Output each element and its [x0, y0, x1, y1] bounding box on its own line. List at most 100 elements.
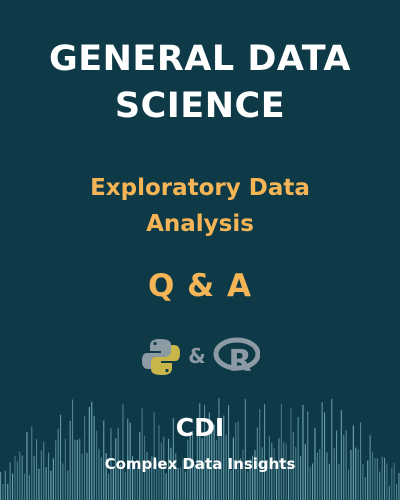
waveform-bar — [16, 461, 18, 500]
waveform-bar — [148, 469, 150, 500]
waveform-bar — [328, 463, 330, 500]
waveform-bar — [76, 439, 78, 500]
waveform-bar — [381, 457, 383, 500]
waveform-bar — [396, 484, 398, 500]
waveform-bar — [314, 428, 316, 500]
waveform-bar — [182, 459, 184, 500]
waveform-decoration — [0, 370, 400, 500]
waveform-bar — [144, 435, 146, 500]
waveform-bar — [206, 435, 208, 500]
waveform-bar — [379, 471, 381, 500]
waveform-bar — [208, 412, 210, 500]
waveform-bar — [62, 463, 64, 500]
subtitle: Exploratory Data Analysis — [0, 170, 400, 242]
waveform-bar — [345, 430, 347, 500]
waveform-bar — [120, 464, 122, 500]
waveform-bar — [160, 442, 162, 500]
waveform-bar — [136, 467, 138, 500]
waveform-bar — [393, 463, 395, 500]
waveform-bar — [177, 468, 179, 500]
waveform-bar — [336, 430, 338, 500]
waveform-bar — [266, 467, 268, 500]
waveform-bar — [158, 425, 160, 500]
waveform-bar — [398, 473, 400, 500]
waveform-bar — [268, 436, 270, 500]
waveform-bar — [172, 418, 174, 500]
waveform-bar — [69, 420, 71, 500]
svg-text:R: R — [228, 344, 251, 377]
waveform-bar — [297, 416, 299, 500]
qa-label: Q & A — [148, 268, 252, 304]
waveform-bar — [309, 467, 311, 500]
waveform-bar — [79, 438, 81, 500]
waveform-bar — [304, 444, 306, 500]
waveform-bar — [189, 431, 191, 500]
main-title-line-2: SCIENCE — [114, 86, 286, 126]
waveform-bar — [254, 450, 256, 500]
waveform-bar — [374, 457, 376, 500]
waveform-bar — [100, 457, 102, 500]
waveform-bar — [187, 439, 189, 500]
waveform-bar — [307, 411, 309, 500]
waveform-bar — [331, 399, 333, 500]
waveform-bar — [247, 471, 249, 500]
waveform-bar — [235, 422, 237, 500]
waveform-bar — [50, 470, 52, 500]
waveform-bar — [230, 470, 232, 500]
waveform-bar — [132, 456, 134, 500]
waveform-bar — [355, 447, 357, 500]
waveform-bar — [0, 471, 2, 500]
waveform-bar — [343, 434, 345, 500]
waveform-bar — [134, 460, 136, 500]
waveform-bar — [199, 403, 201, 500]
waveform-bar — [256, 427, 258, 500]
waveform-bar — [72, 399, 74, 500]
waveform-bar — [170, 447, 172, 500]
waveform-bar — [105, 453, 107, 500]
waveform-bar — [249, 459, 251, 500]
waveform-bar — [33, 455, 35, 500]
waveform-bar — [261, 447, 263, 500]
waveform-bar — [48, 452, 50, 500]
main-title: GENERAL DATA SCIENCE — [0, 36, 400, 130]
waveform-bar — [352, 425, 354, 500]
waveform-bar — [259, 409, 261, 500]
waveform-bar — [333, 448, 335, 500]
waveform-bar — [26, 432, 28, 500]
waveform-bar — [273, 448, 275, 500]
waveform-bar — [194, 464, 196, 500]
waveform-bar — [175, 453, 177, 500]
waveform-bar — [38, 468, 40, 500]
waveform-bar — [124, 472, 126, 500]
waveform-bar — [64, 438, 66, 500]
waveform-bar — [369, 435, 371, 500]
waveform-bar — [168, 438, 170, 500]
waveform-bar — [52, 458, 54, 500]
waveform-bar — [242, 449, 244, 500]
subtitle-line-2: Analysis — [146, 211, 254, 237]
waveform-bar — [340, 410, 342, 500]
waveform-bar — [290, 407, 292, 500]
waveform-bar — [57, 428, 59, 500]
waveform-bar — [19, 451, 21, 500]
waveform-bar — [7, 483, 9, 500]
waveform-bar — [278, 438, 280, 500]
waveform-bar — [326, 452, 328, 500]
waveform-bar — [319, 449, 321, 500]
waveform-bar — [276, 469, 278, 500]
waveform-bar — [360, 422, 362, 500]
waveform-bar — [117, 428, 119, 500]
language-logos: & R — [142, 333, 260, 377]
waveform-bar — [129, 422, 131, 500]
waveform-bar — [283, 442, 285, 500]
waveform-bar — [21, 455, 23, 500]
waveform-bar — [12, 473, 14, 500]
waveform-bar — [292, 432, 294, 500]
waveform-bar — [211, 431, 213, 500]
waveform-bar — [388, 485, 390, 500]
waveform-bar — [295, 447, 297, 500]
waveform-bar — [31, 426, 33, 500]
waveform-bar — [45, 467, 47, 500]
waveform-bar — [88, 407, 90, 500]
waveform-bar — [165, 473, 167, 500]
